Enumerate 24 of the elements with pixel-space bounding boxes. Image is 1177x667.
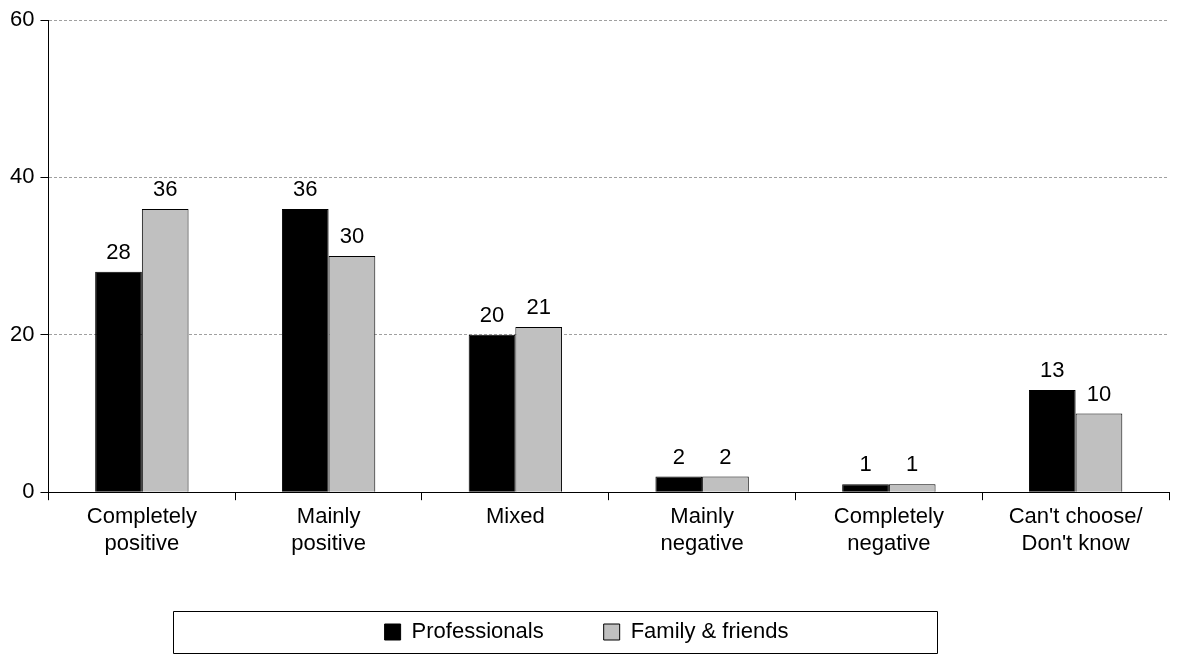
data-label: 1 [906, 451, 919, 477]
data-label: 20 [479, 301, 505, 327]
x-tick-label: Can't choose/ Don't know [1008, 503, 1144, 555]
x-tick-label: Completely positive [86, 503, 197, 555]
legend-label: Professionals [411, 618, 544, 644]
data-label: 30 [339, 223, 365, 249]
data-label: 1 [859, 451, 872, 477]
y-tick-label: 60 [9, 6, 35, 32]
data-label: 10 [1086, 380, 1112, 406]
data-label: 13 [1040, 356, 1065, 382]
y-tick-label: 20 [9, 320, 35, 346]
x-tick-label: Mixed [486, 503, 545, 529]
data-label: 36 [293, 175, 318, 201]
data-label: 2 [672, 443, 685, 469]
x-tick-label: Completely negative [833, 503, 944, 555]
data-label: 28 [106, 238, 131, 264]
y-tick-label: 0 [22, 478, 35, 504]
x-tick-label: Mainly negative [660, 503, 744, 555]
x-tick-label: Mainly positive [291, 503, 366, 555]
y-tick-label: 40 [9, 163, 35, 189]
data-label: 21 [526, 293, 551, 319]
data-label: 2 [719, 443, 732, 469]
legend-label: Family & friends [630, 618, 789, 644]
data-label: 36 [152, 175, 178, 201]
